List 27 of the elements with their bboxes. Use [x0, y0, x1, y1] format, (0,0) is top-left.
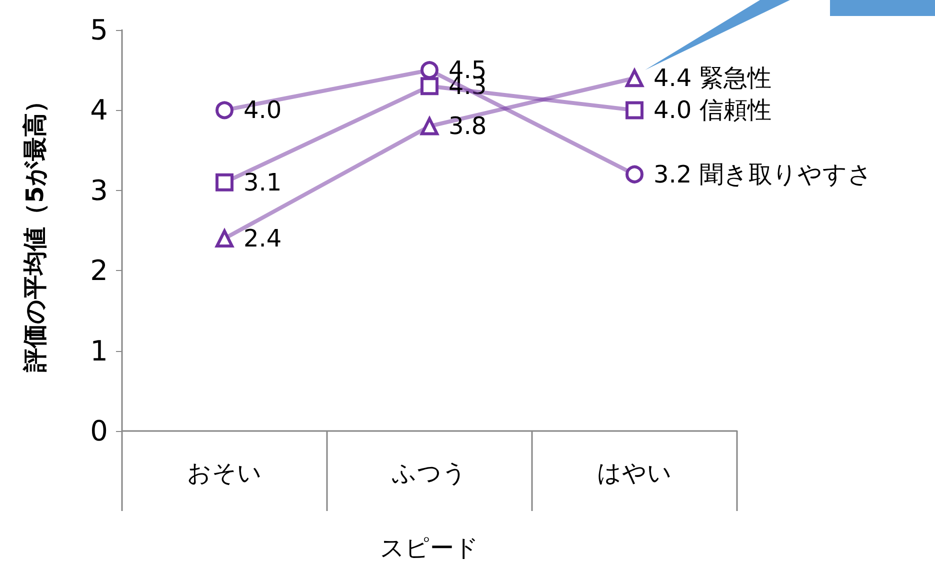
y-tick-label: 4	[90, 94, 108, 127]
data-label: 3.8	[448, 112, 487, 140]
point	[420, 117, 438, 136]
point	[626, 101, 644, 120]
x-tick-label: おそい	[187, 459, 262, 487]
x-tick-label: ふつう	[391, 459, 467, 487]
y-tick-label: 2	[90, 254, 108, 288]
x-tick-label: はやい	[597, 459, 672, 487]
point	[216, 173, 234, 192]
data-label: 2.4	[244, 224, 282, 253]
y-tick-label: 1	[90, 334, 108, 368]
text: 4.4 緊急性	[654, 64, 772, 92]
y-tick-label: 0	[90, 414, 108, 448]
point	[626, 69, 644, 88]
y-axis-title: 評価の平均値（5が最高）	[21, 89, 49, 373]
data-label: 3.1	[244, 168, 282, 196]
x-axis-title: スピード	[380, 534, 479, 562]
text: 3.2 聞き取りやすさ	[654, 160, 872, 188]
y-tick-label: 3	[90, 174, 108, 207]
point	[420, 61, 438, 80]
point	[216, 230, 234, 248]
data-label: 4.0	[244, 96, 282, 124]
point	[626, 165, 644, 184]
point	[420, 77, 438, 96]
point	[216, 101, 234, 120]
text: 4.0 信頼性	[654, 96, 772, 124]
y-tick-label: 5	[90, 14, 108, 46]
